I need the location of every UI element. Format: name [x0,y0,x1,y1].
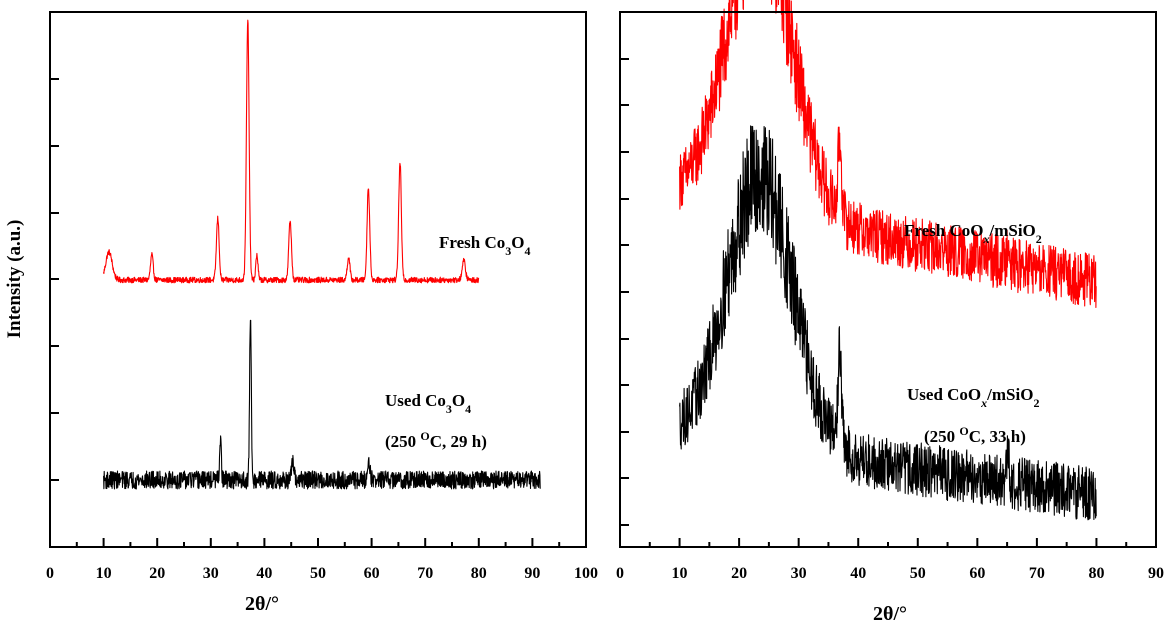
label-fresh-coox: Fresh CoOx/mSiO2 [904,221,1042,246]
x-tick-label: 50 [310,565,326,582]
x-axis-label-right: 2θ/° [873,603,907,625]
series-trace-0 [679,0,1097,309]
label-text: /mSiO [986,385,1033,404]
label-used-coox: Used CoOx/mSiO2 [907,385,1039,410]
label-sub: 2 [1036,232,1042,246]
x-tick-label: 30 [203,565,219,582]
label-text: (250 [924,427,959,446]
x-axis-label-left: 2θ/° [245,593,279,615]
x-tick-label: 20 [149,565,165,582]
label-text: /mSiO [989,221,1036,240]
x-tick-label: 90 [1148,565,1164,582]
label-text: C, 29 h) [430,432,487,451]
label-sub: 2 [1033,396,1039,410]
label-text: Used Co [385,391,446,410]
x-tick-label: 10 [96,565,112,582]
label-sub: 4 [465,402,471,416]
series-trace-0 [103,19,480,284]
x-tick-label: 20 [731,565,747,582]
series-trace-1 [103,319,541,490]
y-axis-label: Intensity (a.u.) [4,220,25,339]
x-tick-label: 80 [1088,565,1104,582]
label-text: C, 33 h) [969,427,1026,446]
label-sub: 4 [525,244,531,258]
x-tick-label: 30 [791,565,807,582]
label-text: Fresh Co [439,233,505,252]
x-tick-label: 0 [46,565,54,582]
label-sub: x [980,396,987,410]
x-tick-label: 40 [850,565,866,582]
x-tick-label: 80 [471,565,487,582]
label-text: (250 [385,432,420,451]
series-trace-1 [679,125,1097,521]
panel-right-coox-msio2: 0 10 20 30 40 50 60 70 80 90 2θ/° Fresh CoOx/mSiO… [616,0,1164,625]
x-tick-label: 70 [1029,565,1045,582]
x-tick-label: 60 [969,565,985,582]
label-used-conditions-right: (250 OC, 33 h) [924,424,1026,446]
label-sup: O [420,429,429,443]
label-text: Used CoO [907,385,981,404]
x-tick-label: 70 [417,565,433,582]
label-sub: x [983,232,990,246]
label-sub: 3 [505,244,511,258]
x-tick-label: 90 [524,565,540,582]
label-text: O [511,233,524,252]
label-sub: 3 [446,402,452,416]
panel-left-co3o4: 0 10 20 30 40 50 60 70 80 90 100 Intensity (a.u.) … [4,11,598,615]
label-text: Fresh CoO [904,221,984,240]
x-tick-label: 50 [910,565,926,582]
label-fresh-co3o4: Fresh Co3O4 [439,233,531,258]
label-used-co3o4: Used Co3O4 [385,391,471,416]
label-sup: O [959,424,968,438]
x-tick-label: 60 [364,565,380,582]
label-used-conditions-left: (250 OC, 29 h) [385,429,487,451]
x-tick-label: 40 [256,565,272,582]
x-tick-label: 0 [616,565,624,582]
x-tick-label: 10 [672,565,688,582]
x-tick-label: 100 [574,565,598,582]
label-text: O [452,391,465,410]
